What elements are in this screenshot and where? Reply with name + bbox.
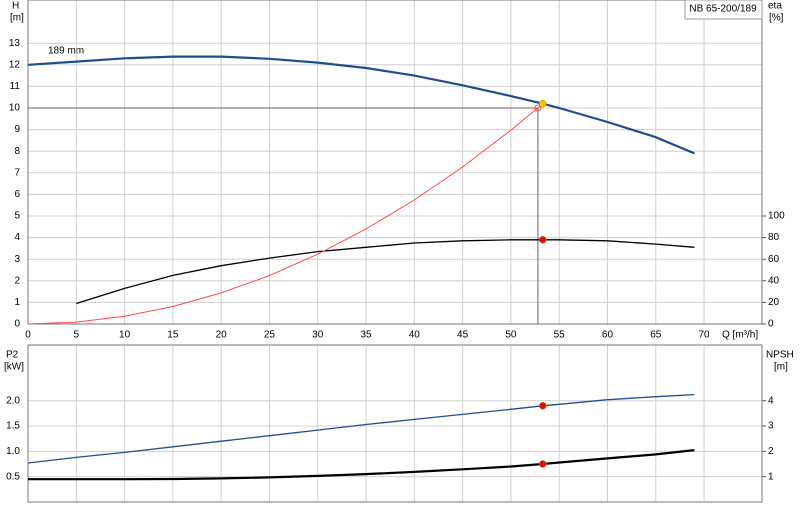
operating-point [539,99,547,108]
y-tick-label: 3 [14,254,20,265]
operating-point [539,402,547,410]
x-tick-label: 5 [74,330,80,341]
y2-tick-label: 60 [768,254,780,265]
y2-tick-label: 3 [768,421,774,432]
guide-point [534,104,542,112]
y-tick-label: 1 [14,297,20,308]
y2-tick-label: 4 [768,395,774,406]
x-tick-label: 15 [167,330,179,341]
x-tick-label: 70 [698,330,710,341]
x-tick-label: 0 [25,330,31,341]
y-unit: [m] [10,13,24,24]
x-label: Q [m³/h] [722,330,758,341]
x-tick-label: 25 [264,330,276,341]
x-tick-label: 45 [457,330,469,341]
y-tick-label: 12 [9,59,21,70]
curve [27,393,695,464]
plot-frame [27,0,763,325]
title-box [684,0,763,20]
annotation: 189 mm [48,46,84,57]
y2-unit: [m] [774,362,788,373]
y-tick-label: 13 [9,38,21,49]
operating-point [539,236,547,244]
y-label: H [12,1,19,12]
y2-tick-label: 0 [768,319,774,330]
y-label: P2 [6,350,19,361]
y-tick-label: 0.5 [6,471,20,482]
y-tick-label: 7 [14,167,20,178]
y-tick-label: 10 [9,103,21,114]
y2-tick-label: 40 [768,275,780,286]
y2-tick-label: 2 [768,446,774,457]
x-tick-label: 30 [312,330,324,341]
y-tick-label: 2 [14,275,20,286]
y-tick-label: 1.5 [6,421,20,432]
y2-tick-label: 1 [768,471,774,482]
x-tick-label: 55 [554,330,566,341]
y-tick-label: 4 [14,232,20,243]
y2-label: eta [768,1,782,12]
operating-point [539,460,547,468]
x-tick-label: 50 [505,330,517,341]
x-tick-label: 60 [602,330,614,341]
curve [27,103,544,325]
x-tick-label: 65 [650,330,662,341]
y-tick-label: 1.0 [6,446,20,457]
x-tick-label: 20 [216,330,228,341]
y2-unit: [%] [769,13,784,24]
curve [76,239,695,305]
chart-title: NB 65-200/189 [689,4,757,15]
y-tick-label: 8 [14,146,20,157]
y-tick-label: 11 [10,81,21,92]
y2-tick-label: 100 [768,211,785,222]
x-tick-label: 40 [409,330,421,341]
y-tick-label: 6 [14,189,20,200]
curve [28,449,695,481]
y-tick-label: 9 [14,124,20,135]
x-tick-label: 10 [119,330,131,341]
x-tick-label: 35 [360,330,372,341]
plot-frame [27,344,763,503]
y-tick-label: 2.0 [6,395,20,406]
y2-tick-label: 20 [768,297,780,308]
y-unit: [kW] [4,362,24,373]
y-tick-label: 0 [14,319,20,330]
y2-label: NPSH [766,350,794,361]
y2-tick-label: 80 [768,232,780,243]
curve [27,55,695,155]
y-tick-label: 5 [14,211,20,222]
